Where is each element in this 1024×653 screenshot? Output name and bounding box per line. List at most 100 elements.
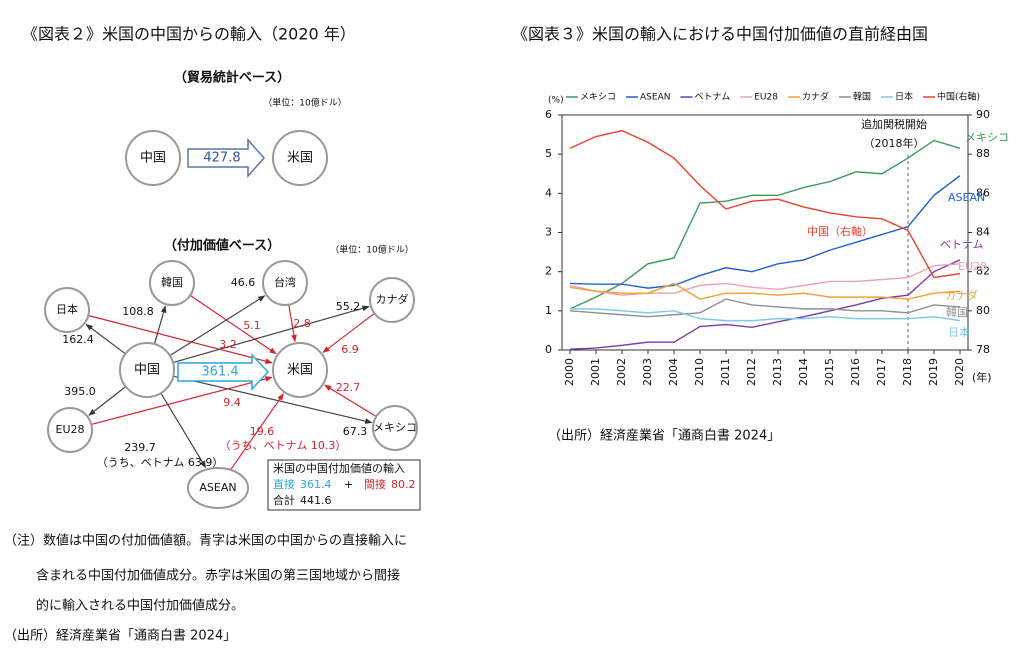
node bbox=[262, 260, 308, 306]
x-tick-label: 2013 bbox=[771, 358, 784, 386]
export-arrow bbox=[173, 375, 373, 424]
legend-label: メキシコ bbox=[580, 93, 616, 103]
export-value: 108.8 bbox=[122, 305, 154, 318]
y-unit: (%) bbox=[548, 96, 564, 106]
node bbox=[369, 277, 415, 323]
indirect-value: 5.1 bbox=[243, 319, 261, 332]
export-note: （うち、ベトナム 63.9） bbox=[97, 456, 224, 469]
indirect-arrow bbox=[88, 314, 273, 364]
node-label: EU28 bbox=[56, 423, 85, 436]
node-label: メキシコ bbox=[373, 421, 417, 434]
diagram: 日本 162.4 3.2 韓国 108.8 5.1 台湾 46.6 2.8 カナダ 55.2 6.9 E… bbox=[44, 260, 418, 509]
trade-value: 427.8 bbox=[203, 151, 240, 166]
source: （出所）経済産業省「通商白書 2024」 bbox=[548, 428, 780, 444]
indirect-arrow bbox=[324, 384, 377, 418]
y2-tick-label: 88 bbox=[976, 147, 990, 160]
box-plus: + bbox=[344, 478, 353, 491]
node-label: 米国 bbox=[287, 151, 313, 166]
va-unit: （単位：10億ドル） bbox=[330, 244, 413, 256]
x-tick-label: 2019 bbox=[927, 358, 940, 386]
series-label: ASEAN bbox=[948, 191, 985, 204]
node-label: カナダ bbox=[376, 292, 409, 306]
x-tick-label: 2011 bbox=[719, 358, 732, 386]
series-line bbox=[569, 139, 961, 310]
y-tick-label: 3 bbox=[545, 226, 552, 239]
summary-box bbox=[267, 459, 421, 511]
x-tick-label: 2015 bbox=[823, 358, 836, 386]
node-label: ASEAN bbox=[199, 481, 236, 494]
indirect-value: 2.8 bbox=[293, 317, 311, 330]
x-tick-label: 2000 bbox=[563, 358, 576, 386]
indirect-arrow bbox=[189, 294, 277, 355]
x-tick-label: 2014 bbox=[797, 358, 810, 386]
chart: 0 1 2 3 4 5 6 78 80 82 84 86 88 90 (%) (年) 2000 2001 2002 2… bbox=[545, 91, 1009, 387]
box-indirect-label: 間接 bbox=[364, 478, 386, 491]
node-label: 日本 bbox=[56, 302, 78, 316]
x-tick-label: 2001 bbox=[589, 358, 602, 386]
series-label: 韓国 bbox=[946, 306, 968, 319]
node bbox=[119, 342, 175, 398]
direct-value: 361.4 bbox=[201, 365, 238, 380]
node-label: 韓国 bbox=[161, 276, 183, 289]
indirect-arrow bbox=[288, 304, 297, 343]
legend-label: ベトナム bbox=[694, 92, 730, 103]
indirect-note: （うち、ベトナム 10.3） bbox=[220, 439, 347, 452]
export-value: 162.4 bbox=[62, 333, 94, 346]
note: 的に輸入される中国付加価値成分。 bbox=[36, 598, 244, 614]
series-label: EU28 bbox=[958, 260, 987, 273]
x-tick-label: 2017 bbox=[875, 358, 888, 386]
box-total-value: 441.6 bbox=[300, 494, 332, 507]
box-direct-label: 直接 bbox=[273, 477, 295, 491]
series-label: カナダ bbox=[945, 288, 978, 302]
export-arrow bbox=[169, 295, 266, 357]
series-line bbox=[569, 129, 961, 279]
indirect-value: 3.2 bbox=[219, 338, 237, 351]
x-tick-label: 2016 bbox=[849, 358, 862, 386]
indirect-value: 9.4 bbox=[223, 396, 241, 409]
y2-tick-label: 78 bbox=[976, 343, 990, 356]
export-value: 239.7 bbox=[124, 441, 156, 454]
indirect-value: 19.6 bbox=[250, 425, 275, 438]
node bbox=[372, 405, 418, 451]
box-indirect-value: 80.2 bbox=[391, 478, 416, 491]
y-tick-label: 4 bbox=[545, 186, 552, 199]
x-tick-label: 2004 bbox=[667, 358, 680, 386]
node bbox=[149, 260, 195, 306]
legend-label: EU28 bbox=[754, 93, 778, 103]
legend-label: カナダ bbox=[802, 91, 829, 103]
indirect-value: 6.9 bbox=[341, 343, 359, 356]
export-arrow bbox=[172, 305, 370, 364]
box-title: 米国の中国付加価値の輸入 bbox=[273, 461, 405, 475]
series-label: メキシコ bbox=[965, 131, 1009, 144]
node bbox=[44, 287, 90, 333]
source: （出所）経済産業省「通商白書 2024」 bbox=[4, 628, 236, 644]
legend-label: 韓国 bbox=[853, 92, 871, 103]
y2-tick-label: 86 bbox=[976, 186, 990, 199]
direct-arrow bbox=[177, 353, 270, 391]
node-label: 中国 bbox=[134, 363, 160, 378]
trade-heading: （貿易統計ベース） bbox=[174, 70, 290, 86]
node bbox=[47, 407, 93, 453]
y2-tick-label: 84 bbox=[976, 226, 990, 239]
export-value: 67.3 bbox=[343, 425, 368, 438]
y-tick-label: 5 bbox=[545, 147, 552, 160]
node-label: 中国 bbox=[140, 151, 166, 166]
y-tick-label: 0 bbox=[545, 343, 552, 356]
export-value: 395.0 bbox=[64, 385, 96, 398]
y-tick-label: 2 bbox=[545, 265, 552, 278]
series-line bbox=[569, 298, 961, 318]
export-value: 55.2 bbox=[336, 300, 361, 313]
annotation: （2018年） bbox=[864, 136, 925, 150]
box-direct-value: 361.4 bbox=[300, 478, 332, 491]
x-tick-label: 2002 bbox=[615, 358, 628, 386]
series-line bbox=[569, 259, 961, 350]
node bbox=[125, 130, 181, 186]
y-tick-label: 6 bbox=[545, 108, 552, 121]
x-tick-label: 2020 bbox=[953, 358, 966, 386]
node bbox=[187, 467, 249, 509]
node bbox=[272, 342, 328, 398]
indirect-arrow bbox=[91, 376, 273, 426]
box-total-label: 合計 bbox=[273, 493, 295, 507]
node-label: 米国 bbox=[287, 363, 313, 378]
